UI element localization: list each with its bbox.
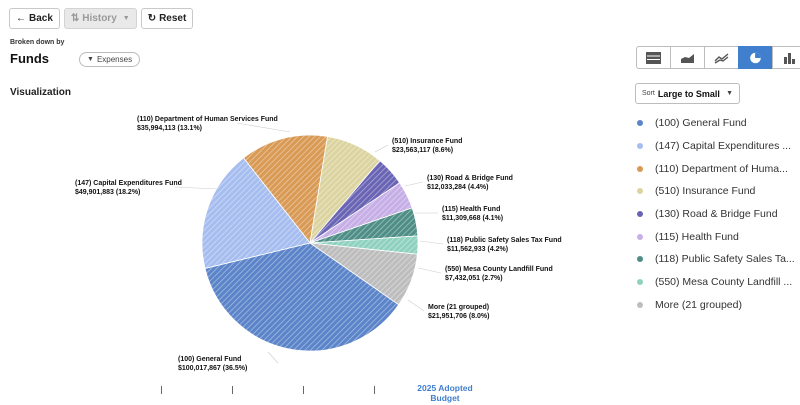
legend-item[interactable]: (147) Capital Expenditures ... — [637, 135, 797, 158]
slice-value-label: $7,432,051 (2.7%) — [445, 275, 503, 282]
axis-tick — [303, 386, 304, 394]
sort-dropdown[interactable]: Sort Large to Small ▼ — [635, 83, 740, 104]
axis-label[interactable]: 2025 Adopted Budget — [417, 383, 473, 403]
pie-chart-button[interactable] — [738, 46, 773, 69]
legend-item[interactable]: (510) Insurance Fund — [637, 180, 797, 203]
reset-label: Reset — [159, 13, 187, 24]
filter-icon: ▼ — [87, 56, 94, 63]
legend-label: (110) Department of Huma... — [655, 162, 788, 175]
table-view-button[interactable] — [636, 46, 671, 69]
legend-label: (550) Mesa County Landfill ... — [655, 276, 793, 289]
slice-value-label: $11,562,933 (4.2%) — [447, 246, 508, 253]
broken-down-by-label: Broken down by — [10, 39, 65, 46]
slice-value-label: $35,994,113 (13.1%) — [137, 125, 202, 132]
legend-label: (115) Health Fund — [655, 230, 739, 243]
slice-value-label: $11,309,668 (4.1%) — [442, 215, 503, 222]
label-leader-line — [404, 181, 424, 187]
legend-swatch — [637, 279, 643, 286]
axis-tick — [161, 386, 162, 394]
pie-chart-icon — [750, 52, 761, 63]
slice-value-label: $100,017,867 (36.5%) — [178, 365, 247, 372]
legend-label: (510) Insurance Fund — [655, 185, 756, 198]
label-leader-line — [407, 299, 425, 312]
axis-ticks — [160, 386, 410, 396]
back-button[interactable]: ← Back — [9, 8, 60, 29]
history-label: History — [82, 13, 117, 24]
legend-label: (100) General Fund — [655, 117, 747, 130]
slice-name-label: (550) Mesa County Landfill Fund — [445, 266, 553, 273]
chart-type-switcher — [636, 46, 800, 69]
filter-label: Expenses — [96, 55, 133, 64]
pie-chart: (100) General Fund $100,017,867 (36.5%) (1… — [75, 116, 562, 372]
pie-slice[interactable] — [242, 134, 328, 244]
legend-item[interactable]: (110) Department of Huma... — [637, 157, 797, 180]
label-leader-line — [419, 240, 444, 245]
pie-slice[interactable] — [204, 242, 400, 352]
legend-swatch — [637, 120, 643, 127]
reset-button[interactable]: ↻ Reset — [140, 8, 194, 29]
label-leader-line — [267, 351, 279, 364]
legend-item[interactable]: (550) Mesa County Landfill ... — [637, 271, 797, 294]
visualization-title: Visualization — [10, 87, 71, 98]
legend-item[interactable]: (115) Health Fund — [637, 225, 797, 248]
bar-chart-button[interactable] — [772, 46, 800, 69]
legend-item[interactable]: More (21 grouped) — [637, 294, 797, 317]
area-chart-button[interactable] — [670, 46, 705, 69]
slice-name-label: (510) Insurance Fund — [392, 138, 462, 145]
legend-item[interactable]: (130) Road & Bridge Fund — [637, 203, 797, 226]
sort-value: Large to Small — [657, 88, 720, 99]
legend-label: More (21 grouped) — [655, 298, 742, 311]
legend-item[interactable]: (100) General Fund — [637, 112, 797, 135]
slice-name-label: (118) Public Safety Sales Tax Fund — [447, 237, 562, 244]
history-icon: ⇅ — [70, 13, 80, 24]
arrow-left-icon: ← — [16, 13, 26, 24]
label-leader-line — [417, 267, 442, 274]
chevron-down-icon: ▼ — [122, 15, 130, 22]
legend-label: (118) Public Safety Sales Ta... — [655, 253, 795, 266]
history-button[interactable]: ⇅ History ▼ — [63, 8, 137, 29]
legend-swatch — [637, 256, 643, 263]
bar-chart-icon — [784, 52, 795, 64]
legend-swatch — [637, 211, 643, 218]
label-leader-line — [236, 122, 291, 133]
slice-name-label: (130) Road & Bridge Fund — [427, 175, 513, 182]
table-icon — [646, 51, 661, 64]
line-chart-icon — [714, 52, 729, 64]
back-label: Back — [29, 13, 53, 24]
sort-prefix: Sort — [642, 90, 655, 97]
slice-name-label: (100) General Fund — [178, 356, 241, 363]
label-leader-line — [374, 144, 389, 153]
legend-swatch — [637, 143, 643, 150]
slice-name-label: More (21 grouped) — [428, 304, 489, 311]
line-chart-button[interactable] — [704, 46, 739, 69]
slice-value-label: $49,901,883 (18.2%) — [75, 189, 140, 196]
expenses-filter-chip[interactable]: ▼ Expenses — [79, 52, 141, 67]
chevron-down-icon: ▼ — [726, 90, 733, 97]
legend-swatch — [637, 233, 643, 240]
slice-name-label: (110) Department of Human Services Fund — [137, 116, 278, 123]
slice-name-label: (115) Health Fund — [442, 206, 500, 213]
pie-slice[interactable] — [201, 157, 311, 269]
legend-item[interactable]: (118) Public Safety Sales Ta... — [637, 248, 797, 271]
legend-label: (130) Road & Bridge Fund — [655, 208, 778, 221]
label-leader-line — [174, 186, 219, 190]
slice-name-label: (147) Capital Expenditures Fund — [75, 180, 182, 187]
legend-swatch — [637, 301, 643, 308]
slice-value-label: $23,563,117 (8.6%) — [392, 147, 453, 154]
slice-value-label: $12,033,284 (4.4%) — [427, 184, 489, 191]
legend: (100) General Fund (147) Capital Expendit… — [637, 112, 797, 316]
reset-icon: ↻ — [147, 13, 157, 24]
toolbar: ← Back ⇅ History ▼ ↻ Reset — [9, 8, 194, 29]
axis-tick — [232, 386, 233, 394]
legend-label: (147) Capital Expenditures ... — [655, 140, 791, 153]
page-title: Funds — [10, 51, 49, 66]
legend-swatch — [637, 165, 643, 172]
axis-tick — [374, 386, 375, 394]
legend-swatch — [637, 188, 643, 195]
area-chart-icon — [681, 53, 694, 63]
slice-value-label: $21,951,706 (8.0%) — [428, 313, 490, 320]
